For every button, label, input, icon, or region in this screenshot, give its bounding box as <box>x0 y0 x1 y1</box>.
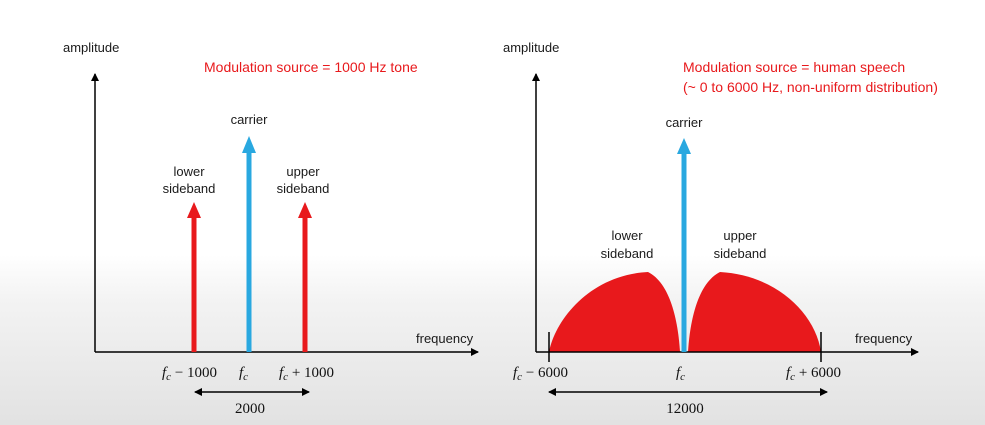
left-tick-upper: fc + 1000 <box>279 365 334 383</box>
left-upper-sideband-label-2: sideband <box>277 181 330 196</box>
left-tick-lower: fc − 1000 <box>162 365 217 383</box>
right-tick-center: fc <box>676 365 685 383</box>
left-lower-sideband-label-2: sideband <box>163 181 216 196</box>
right-lower-sideband-lobe <box>549 272 680 352</box>
right-carrier-arrow <box>677 138 691 352</box>
left-panel: amplitude frequency Modulation source = … <box>63 40 479 417</box>
left-carrier-label: carrier <box>231 112 269 127</box>
left-carrier-arrow <box>242 136 256 352</box>
right-carrier-label: carrier <box>666 115 704 130</box>
right-upper-sideband-lobe <box>688 272 821 352</box>
left-title: Modulation source = 1000 Hz tone <box>204 59 418 75</box>
right-y-axis-label: amplitude <box>503 40 559 55</box>
left-bandwidth-label: 2000 <box>235 401 265 417</box>
left-lower-sideband-label-1: lower <box>173 164 205 179</box>
right-tick-lower: fc − 6000 <box>513 365 568 383</box>
left-tick-center: fc <box>239 365 248 383</box>
right-lower-sideband-label-1: lower <box>611 228 643 243</box>
right-lower-sideband-label-2: sideband <box>601 246 654 261</box>
right-upper-sideband-label-1: upper <box>723 228 757 243</box>
right-x-axis-label: frequency <box>855 331 913 346</box>
left-upper-sideband-arrow <box>298 202 312 352</box>
right-title-line-1: Modulation source = human speech <box>683 59 905 75</box>
right-tick-upper: fc + 6000 <box>786 365 841 383</box>
right-title-line-2: (~ 0 to 6000 Hz, non-uniform distributio… <box>683 79 938 95</box>
right-bandwidth-label: 12000 <box>666 401 704 417</box>
left-y-axis-label: amplitude <box>63 40 119 55</box>
right-upper-sideband-label-2: sideband <box>714 246 767 261</box>
left-x-axis-label: frequency <box>416 331 474 346</box>
left-lower-sideband-arrow <box>187 202 201 352</box>
right-panel: amplitude frequency Modulation source = … <box>503 40 938 417</box>
left-upper-sideband-label-1: upper <box>286 164 320 179</box>
